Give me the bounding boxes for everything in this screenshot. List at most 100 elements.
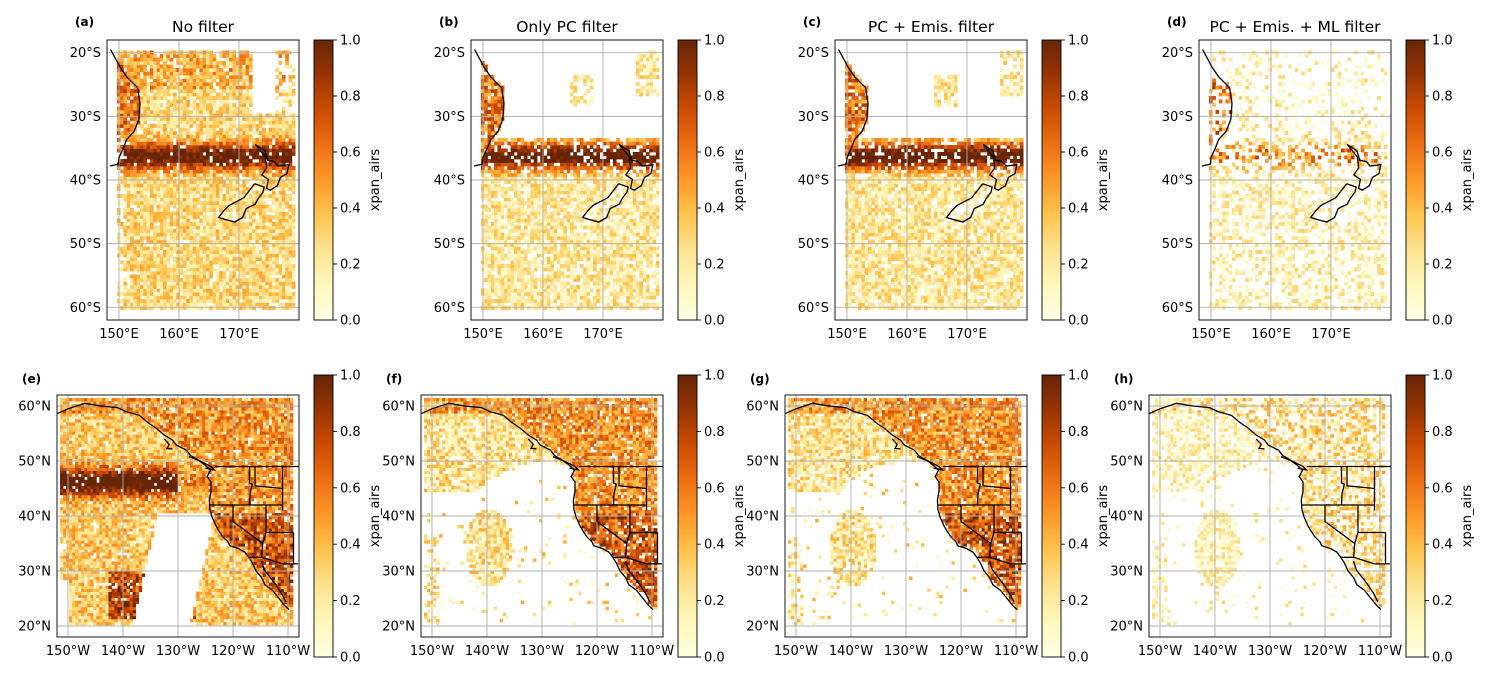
heatmap-cell xyxy=(225,302,230,307)
heatmap-cell xyxy=(285,99,289,104)
heatmap-cell xyxy=(189,306,194,310)
heatmap-cell xyxy=(206,215,210,219)
heatmap-cell xyxy=(143,71,147,76)
heatmap-cell xyxy=(642,222,647,226)
heatmap-cell xyxy=(182,236,187,240)
heatmap-cell xyxy=(123,75,128,79)
heatmap-cell xyxy=(130,281,134,286)
heatmap-cell xyxy=(599,173,604,177)
heatmap-cell xyxy=(563,285,568,289)
heatmap-cell xyxy=(143,253,147,258)
heatmap-cell xyxy=(566,260,571,265)
heatmap-cell xyxy=(245,124,250,128)
heatmap-cell xyxy=(219,152,223,156)
heatmap-cell xyxy=(553,274,558,279)
heatmap-cell xyxy=(176,169,180,174)
heatmap-cell xyxy=(133,267,138,272)
heatmap-cell xyxy=(212,68,217,72)
heatmap-cell xyxy=(120,124,124,128)
heatmap-cell xyxy=(500,299,505,303)
heatmap-cell xyxy=(173,267,177,272)
heatmap-cell xyxy=(576,236,581,240)
heatmap-cell xyxy=(222,138,227,142)
heatmap-cell xyxy=(166,152,171,156)
heatmap-cell xyxy=(543,250,548,254)
heatmap-cell xyxy=(136,274,141,279)
heatmap-cell xyxy=(242,232,246,237)
heatmap-cell xyxy=(159,64,164,69)
heatmap-cell xyxy=(153,183,157,188)
heatmap-cell xyxy=(272,215,276,219)
heatmap-cell xyxy=(159,285,164,289)
heatmap-cell xyxy=(652,211,657,216)
heatmap-cell xyxy=(537,204,541,209)
heatmap-cell xyxy=(513,222,518,226)
heatmap-cell xyxy=(232,267,237,272)
heatmap-cell xyxy=(550,264,554,268)
heatmap-cell xyxy=(176,110,180,114)
heatmap-cell xyxy=(540,225,544,230)
heatmap-cell xyxy=(252,169,256,174)
heatmap-cell xyxy=(285,253,289,258)
heatmap-cell xyxy=(156,173,161,177)
heatmap-cell xyxy=(642,295,647,300)
heatmap-cell xyxy=(570,222,574,226)
heatmap-cell xyxy=(248,278,253,282)
heatmap-cell xyxy=(199,243,204,247)
heatmap-cell xyxy=(212,57,217,62)
heatmap-cell xyxy=(126,103,131,107)
heatmap-cell xyxy=(156,155,161,160)
heatmap-cell xyxy=(130,218,134,223)
heatmap-cell xyxy=(497,271,502,275)
heatmap-cell xyxy=(235,285,240,289)
heatmap-cell xyxy=(143,306,147,310)
heatmap-cell xyxy=(513,190,518,195)
heatmap-cell xyxy=(239,215,243,219)
heatmap-cell xyxy=(265,271,270,275)
heatmap-cell xyxy=(179,260,184,265)
heatmap-cell xyxy=(520,183,525,188)
heatmap-cell xyxy=(606,264,610,268)
heatmap-cell xyxy=(182,215,187,219)
heatmap-cell xyxy=(262,176,266,181)
heatmap-cell xyxy=(291,68,296,72)
heatmap-cell xyxy=(143,295,147,300)
heatmap-cell xyxy=(169,274,174,279)
heatmap-cell xyxy=(520,264,525,268)
heatmap-cell xyxy=(235,236,240,240)
heatmap-cell xyxy=(520,302,525,307)
heatmap-cell xyxy=(255,302,260,307)
heatmap-cell xyxy=(192,253,197,258)
heatmap-cell xyxy=(196,57,200,62)
heatmap-cell xyxy=(262,229,266,233)
heatmap-cell xyxy=(622,204,627,209)
heatmap-cell xyxy=(649,190,653,195)
heatmap-cell xyxy=(579,183,584,188)
heatmap-cell xyxy=(543,295,548,300)
heatmap-cell xyxy=(599,288,604,293)
heatmap-cell xyxy=(179,236,184,240)
heatmap-cell xyxy=(487,194,492,198)
heatmap-cell xyxy=(626,271,630,275)
heatmap-cell xyxy=(248,236,253,240)
heatmap-cell xyxy=(199,285,204,289)
heatmap-cell xyxy=(153,113,157,118)
heatmap-cell xyxy=(163,229,167,233)
heatmap-cell xyxy=(133,299,138,303)
heatmap-cell xyxy=(212,292,217,296)
heatmap-cell xyxy=(130,68,134,72)
heatmap-cell xyxy=(179,288,184,293)
heatmap-cell xyxy=(186,61,190,65)
heatmap-cell xyxy=(248,68,253,72)
heatmap-cell xyxy=(229,169,233,174)
heatmap-cell xyxy=(278,54,283,58)
heatmap-cell xyxy=(225,267,230,272)
heatmap-cell xyxy=(262,124,266,128)
heatmap-cell xyxy=(143,173,147,177)
heatmap-cell xyxy=(209,190,213,195)
heatmap-cell xyxy=(517,264,521,268)
heatmap-cell xyxy=(268,222,273,226)
heatmap-cell xyxy=(182,306,187,310)
heatmap-cell xyxy=(626,208,630,212)
heatmap-cell xyxy=(176,243,180,247)
